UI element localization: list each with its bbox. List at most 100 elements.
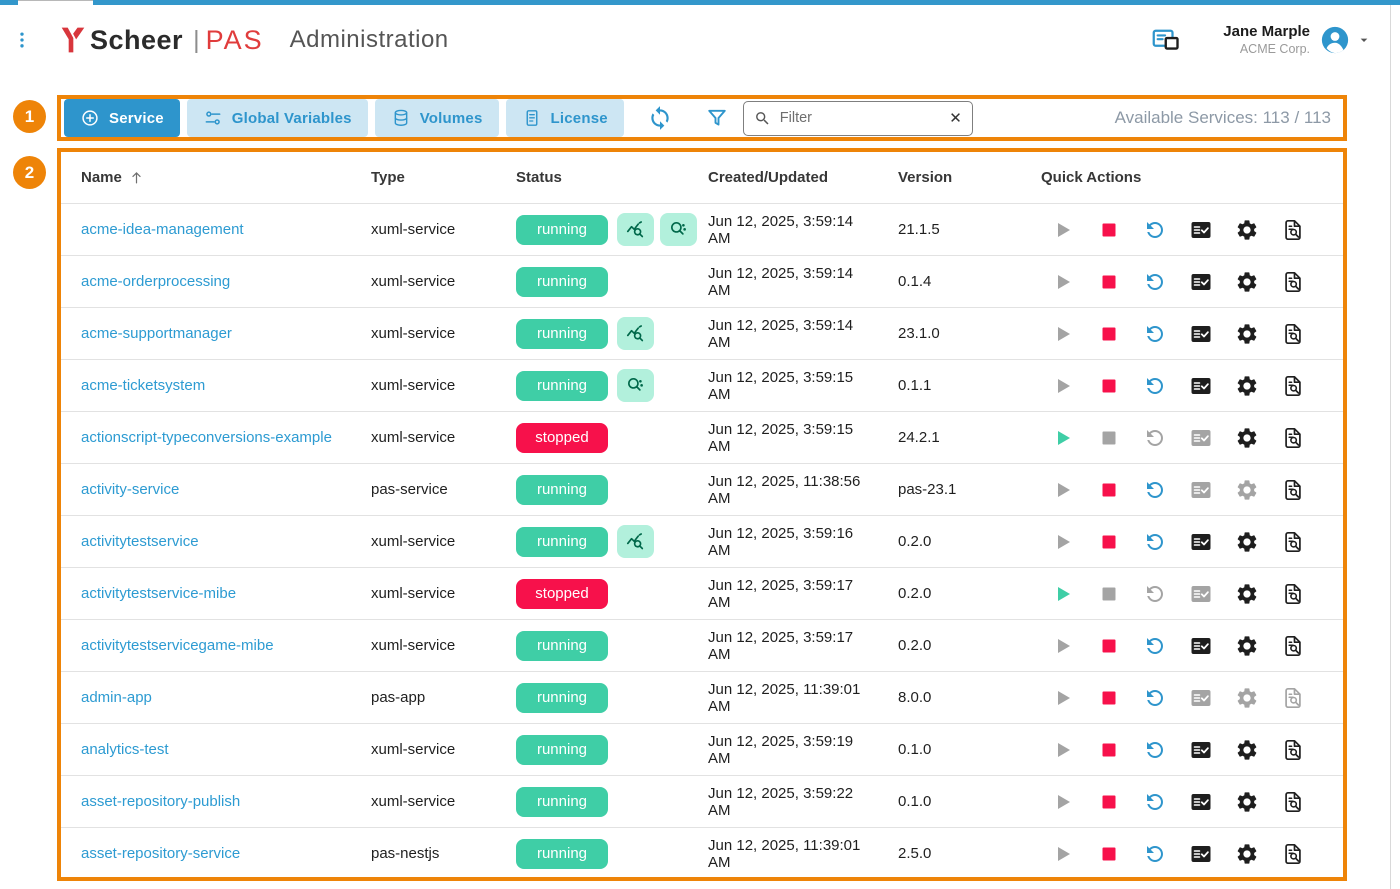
clear-filter-icon[interactable]: ✕ <box>943 109 962 127</box>
fact-check-icon <box>1189 530 1213 554</box>
settings-button[interactable] <box>1235 842 1259 866</box>
logs-button[interactable] <box>1281 738 1305 762</box>
settings-button[interactable] <box>1235 738 1259 762</box>
play-icon <box>1051 686 1075 710</box>
settings-button[interactable] <box>1235 582 1259 606</box>
chevron-down-icon[interactable] <box>1356 32 1372 48</box>
tasklist-button[interactable] <box>1189 842 1213 866</box>
settings-button[interactable] <box>1235 218 1259 242</box>
log-analyzer-badge[interactable] <box>617 369 654 402</box>
restart-button[interactable] <box>1143 634 1167 658</box>
tab-global-variables[interactable]: Global Variables <box>187 99 368 137</box>
logs-button[interactable] <box>1281 530 1305 554</box>
service-name-link[interactable]: activity-service <box>81 481 179 498</box>
tasklist-button[interactable] <box>1189 218 1213 242</box>
restart-button[interactable] <box>1143 686 1167 710</box>
stop-button[interactable] <box>1097 530 1121 554</box>
logs-button[interactable] <box>1281 218 1305 242</box>
monitoring-badge[interactable] <box>617 525 654 558</box>
column-header-type[interactable]: Type <box>351 169 496 186</box>
stop-button[interactable] <box>1097 842 1121 866</box>
tasklist-button[interactable] <box>1189 270 1213 294</box>
start-button[interactable] <box>1051 582 1075 606</box>
column-header-created-updated[interactable]: Created/Updated <box>688 169 878 186</box>
service-name-link[interactable]: activitytestservice-mibe <box>81 585 236 602</box>
service-name-link[interactable]: asset-repository-publish <box>81 793 240 810</box>
filter-input[interactable] <box>778 109 943 127</box>
settings-button[interactable] <box>1235 426 1259 450</box>
stop-button[interactable] <box>1097 218 1121 242</box>
settings-button[interactable] <box>1235 530 1259 554</box>
tab-volumes[interactable]: Volumes <box>375 99 499 137</box>
stop-button[interactable] <box>1097 478 1121 502</box>
tasklist-button[interactable] <box>1189 374 1213 398</box>
logs-button[interactable] <box>1281 374 1305 398</box>
tasklist-button[interactable] <box>1189 530 1213 554</box>
restart-button[interactable] <box>1143 270 1167 294</box>
menu-kebab-icon[interactable] <box>0 30 44 50</box>
service-name-link[interactable]: activitytestservice <box>81 533 199 550</box>
logo-scheer-text: Scheer <box>90 25 183 56</box>
fact-check-icon <box>1189 322 1213 346</box>
doc-search-icon <box>1281 478 1305 502</box>
column-header-quick-actions[interactable]: Quick Actions <box>1021 169 1343 186</box>
column-header-status[interactable]: Status <box>496 169 688 186</box>
service-name-link[interactable]: activitytestservicegame-mibe <box>81 637 274 654</box>
service-name-link[interactable]: admin-app <box>81 689 152 706</box>
stop-button[interactable] <box>1097 322 1121 346</box>
column-header-version[interactable]: Version <box>878 169 1021 186</box>
service-name-link[interactable]: analytics-test <box>81 741 169 758</box>
avatar[interactable] <box>1320 25 1350 55</box>
service-name-link[interactable]: acme-orderprocessing <box>81 273 230 290</box>
monitoring-badge[interactable] <box>617 213 654 246</box>
restart-button[interactable] <box>1143 790 1167 814</box>
stop-icon <box>1097 842 1121 866</box>
restart-button[interactable] <box>1143 374 1167 398</box>
restart-button[interactable] <box>1143 478 1167 502</box>
fact-check-icon <box>1189 634 1213 658</box>
restart-button[interactable] <box>1143 218 1167 242</box>
monitoring-badge[interactable] <box>617 317 654 350</box>
filter-funnel-icon[interactable] <box>705 106 729 130</box>
service-name-link[interactable]: acme-idea-management <box>81 221 244 238</box>
service-name-link[interactable]: acme-ticketsystem <box>81 377 205 394</box>
tasklist-button[interactable] <box>1189 790 1213 814</box>
tasklist-button[interactable] <box>1189 634 1213 658</box>
replay-icon <box>1143 322 1167 346</box>
logs-button[interactable] <box>1281 426 1305 450</box>
app-switcher-icon[interactable] <box>1151 25 1181 55</box>
service-name-link[interactable]: asset-repository-service <box>81 845 240 862</box>
service-name-link[interactable]: actionscript-typeconversions-example <box>81 429 332 446</box>
logs-button[interactable] <box>1281 270 1305 294</box>
column-header-name[interactable]: Name <box>61 169 351 186</box>
settings-button[interactable] <box>1235 374 1259 398</box>
settings-button[interactable] <box>1235 790 1259 814</box>
stop-button[interactable] <box>1097 738 1121 762</box>
restart-button[interactable] <box>1143 322 1167 346</box>
service-name-link[interactable]: acme-supportmanager <box>81 325 232 342</box>
tab-service[interactable]: Service <box>64 99 180 137</box>
stop-button[interactable] <box>1097 634 1121 658</box>
settings-button[interactable] <box>1235 634 1259 658</box>
restart-button[interactable] <box>1143 842 1167 866</box>
stop-button[interactable] <box>1097 790 1121 814</box>
logs-button[interactable] <box>1281 582 1305 606</box>
gear-icon <box>1235 322 1259 346</box>
logs-button[interactable] <box>1281 322 1305 346</box>
stop-button[interactable] <box>1097 270 1121 294</box>
logs-button[interactable] <box>1281 842 1305 866</box>
logs-button[interactable] <box>1281 478 1305 502</box>
tasklist-button[interactable] <box>1189 322 1213 346</box>
logs-button[interactable] <box>1281 790 1305 814</box>
refresh-icon[interactable] <box>647 105 673 131</box>
start-button[interactable] <box>1051 426 1075 450</box>
tab-license[interactable]: License <box>506 99 624 137</box>
settings-button[interactable] <box>1235 270 1259 294</box>
settings-button[interactable] <box>1235 322 1259 346</box>
logs-button[interactable] <box>1281 634 1305 658</box>
tasklist-button[interactable] <box>1189 738 1213 762</box>
stop-button[interactable] <box>1097 686 1121 710</box>
restart-button[interactable] <box>1143 530 1167 554</box>
restart-button[interactable] <box>1143 738 1167 762</box>
stop-button[interactable] <box>1097 374 1121 398</box>
